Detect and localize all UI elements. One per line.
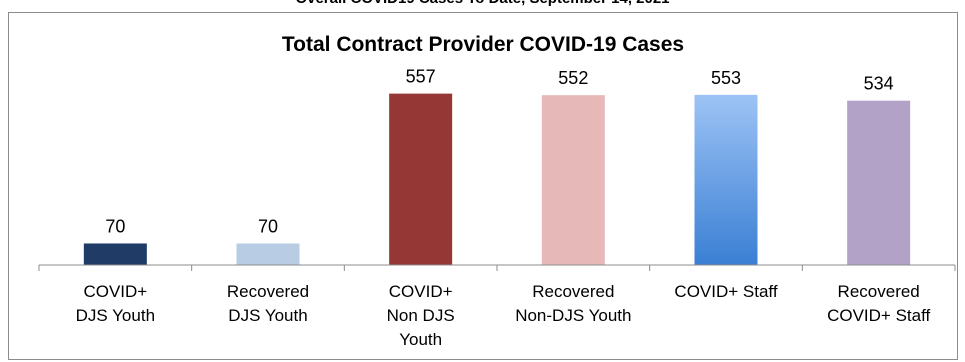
category-label-1: COVID+ DJS Youth xyxy=(76,282,155,325)
category-label-6: Recovered COVID+ Staff xyxy=(827,282,930,325)
data-label-6: 534 xyxy=(864,74,894,94)
bar-4 xyxy=(541,95,605,266)
bar-2 xyxy=(236,243,300,265)
bar-1 xyxy=(83,243,147,265)
bar-5 xyxy=(694,94,758,265)
category-label-2: Recovered DJS Youth xyxy=(227,282,309,325)
category-label-3: COVID+ Non DJS Youth xyxy=(387,282,455,349)
data-label-1: 70 xyxy=(105,216,125,236)
data-label-4: 552 xyxy=(558,68,588,88)
page-header-title: Overall COVID19 Cases To Date, September… xyxy=(0,0,965,8)
data-label-5: 553 xyxy=(711,68,741,88)
data-label-2: 70 xyxy=(258,216,278,236)
bar-chart: Total Contract Provider COVID-19 Cases 7… xyxy=(38,33,956,349)
category-label-5: COVID+ Staff xyxy=(674,282,777,301)
data-label-3: 557 xyxy=(406,67,436,87)
chart-title: Total Contract Provider COVID-19 Cases xyxy=(282,33,684,56)
bar-6 xyxy=(847,100,911,265)
bar-3 xyxy=(389,93,453,265)
category-label-4: Recovered Non-DJS Youth xyxy=(515,282,631,325)
chart-frame: Total Contract Provider COVID-19 Cases 7… xyxy=(8,12,958,360)
